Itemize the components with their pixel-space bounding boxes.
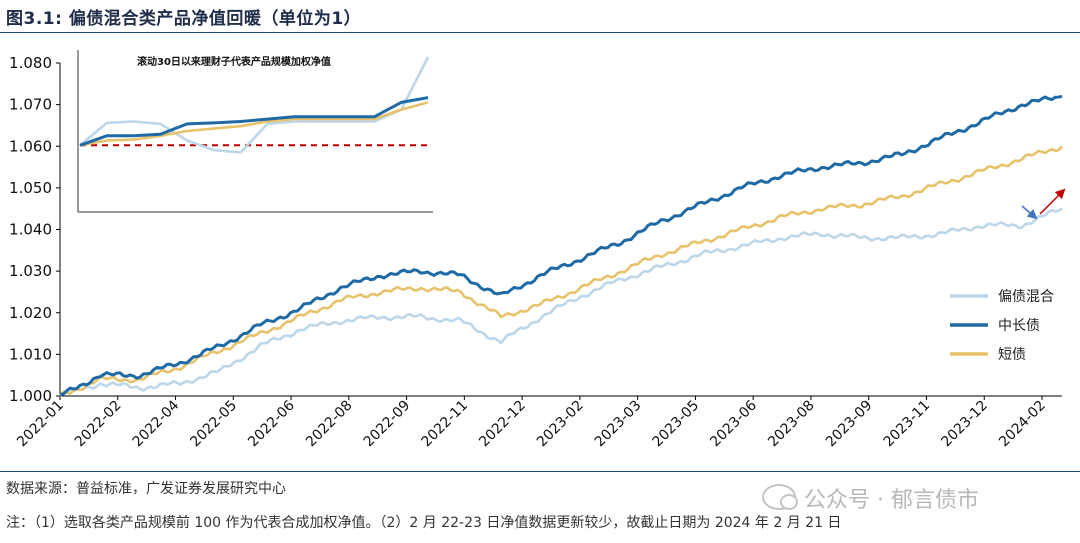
x-tick-label: 2022-04 (130, 397, 183, 450)
title-divider (0, 32, 1080, 33)
inset-title: 滚动30日以来理财子代表产品规模加权净值 (137, 55, 331, 68)
x-tick-label: 2022-12 (476, 398, 529, 451)
x-tick-label: 2023-08 (765, 398, 818, 451)
x-tick-label: 2022-02 (72, 398, 125, 451)
x-tick-label: 2023-03 (592, 398, 645, 451)
y-tick-label: 1.080 (9, 54, 52, 72)
data-source: 数据来源：普益标准，广发证券发展研究中心 (6, 481, 286, 497)
y-tick-label: 1.050 (9, 179, 52, 197)
y-tick-label: 1.020 (9, 304, 52, 322)
x-tick-label: 2023-05 (650, 398, 703, 451)
x-tick-label: 2023-09 (823, 398, 876, 451)
y-tick-label: 1.060 (9, 137, 52, 155)
footer-divider (0, 471, 1080, 472)
x-tick-label: 2023-06 (707, 397, 760, 450)
x-tick-label: 2023-02 (534, 398, 587, 451)
series-layer (59, 94, 1063, 397)
inset-chart: 滚动30日以来理财子代表产品规模加权净值 (77, 50, 433, 213)
x-tick-label: 2022-05 (187, 398, 240, 451)
up-arrow (1039, 188, 1066, 215)
y-tick-label: 1.000 (9, 387, 52, 405)
inset-series-line-0 (79, 56, 430, 154)
trend-arrows (1021, 188, 1066, 220)
line-chart: 1.000 1.010 1.020 1.030 1.040 1.050 1.060 1.070… (9, 50, 1066, 450)
legend-label: 偏债混合 (998, 289, 1054, 305)
y-tick-label: 1.070 (9, 96, 52, 114)
series-line-0 (59, 207, 1063, 397)
x-tick-label: 2023-11 (881, 398, 934, 451)
x-tick-label: 2022-01 (14, 398, 67, 451)
y-tick-label: 1.040 (9, 221, 52, 239)
x-tick-label: 2023-12 (938, 398, 991, 451)
x-tick-label: 2022-06 (245, 397, 298, 450)
x-tick-label: 2022-09 (361, 398, 414, 451)
figure-title: 图3.1: 偏债混合类产品净值回暖（单位为1） (6, 9, 362, 29)
inset-series-line-2 (79, 101, 429, 147)
x-tick-label: 2022-08 (303, 398, 356, 451)
down-arrow (1021, 205, 1038, 220)
wechat-icon (762, 484, 798, 510)
series-line-2 (59, 145, 1063, 396)
watermark-text: 公众号 · 郁言债市 (804, 488, 979, 513)
y-tick-label: 1.010 (9, 345, 52, 363)
y-tick-label: 1.030 (9, 262, 52, 280)
series-line-1 (59, 94, 1063, 396)
main-axes: 1.000 1.010 1.020 1.030 1.040 1.050 1.060 1.070… (9, 54, 1062, 450)
x-tick-label: 2024-02 (996, 398, 1049, 451)
legend-label: 中长债 (998, 318, 1040, 334)
watermark: 公众号 · 郁言债市 (762, 482, 979, 514)
legend-label: 短债 (998, 347, 1026, 363)
x-tick-label: 2022-11 (419, 398, 472, 451)
footnote: 注：（1）选取各类产品规模前 100 作为代表合成加权净值。（2）2 月 22-… (6, 515, 842, 531)
inset-series-line-1 (79, 96, 429, 147)
